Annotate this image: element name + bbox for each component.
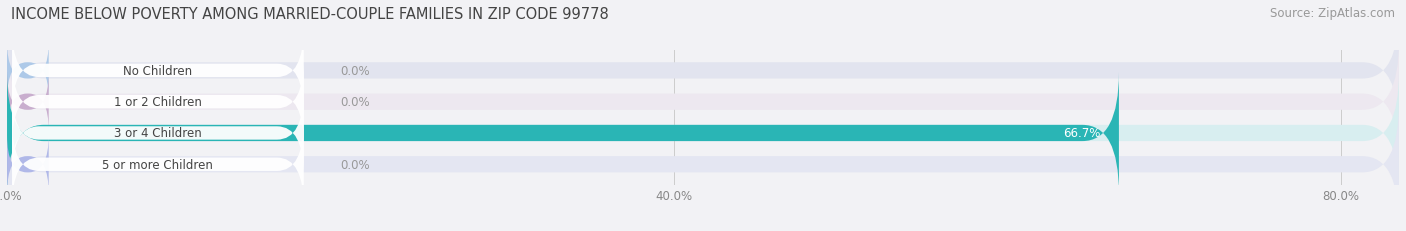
Text: 0.0%: 0.0% bbox=[340, 65, 370, 78]
Text: 0.0%: 0.0% bbox=[340, 96, 370, 109]
Text: Source: ZipAtlas.com: Source: ZipAtlas.com bbox=[1270, 7, 1395, 20]
FancyBboxPatch shape bbox=[7, 104, 1399, 225]
Text: No Children: No Children bbox=[124, 65, 193, 78]
Text: INCOME BELOW POVERTY AMONG MARRIED-COUPLE FAMILIES IN ZIP CODE 99778: INCOME BELOW POVERTY AMONG MARRIED-COUPL… bbox=[11, 7, 609, 22]
Text: 0.0%: 0.0% bbox=[340, 158, 370, 171]
FancyBboxPatch shape bbox=[7, 135, 49, 194]
FancyBboxPatch shape bbox=[7, 73, 49, 131]
FancyBboxPatch shape bbox=[13, 59, 304, 146]
FancyBboxPatch shape bbox=[7, 42, 49, 100]
FancyBboxPatch shape bbox=[7, 42, 1399, 163]
Text: 5 or more Children: 5 or more Children bbox=[103, 158, 214, 171]
FancyBboxPatch shape bbox=[13, 28, 304, 114]
Text: 1 or 2 Children: 1 or 2 Children bbox=[114, 96, 202, 109]
FancyBboxPatch shape bbox=[13, 121, 304, 208]
FancyBboxPatch shape bbox=[7, 11, 1399, 131]
Text: 66.7%: 66.7% bbox=[1063, 127, 1101, 140]
FancyBboxPatch shape bbox=[13, 90, 304, 176]
Text: 3 or 4 Children: 3 or 4 Children bbox=[114, 127, 202, 140]
FancyBboxPatch shape bbox=[7, 73, 1119, 194]
FancyBboxPatch shape bbox=[7, 73, 1399, 194]
